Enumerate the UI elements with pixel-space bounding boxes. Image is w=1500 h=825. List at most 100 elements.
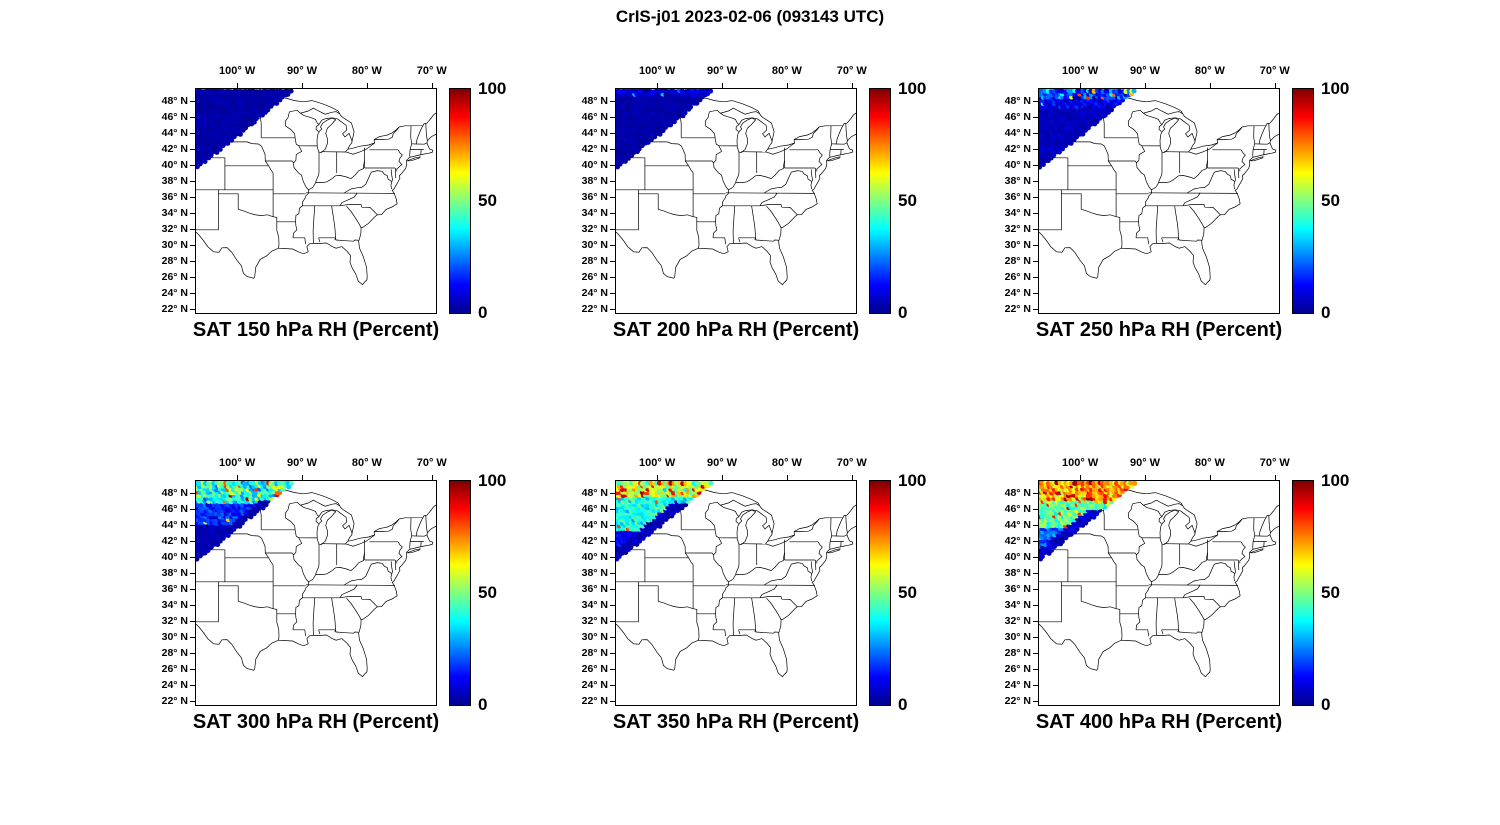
lon-tick-mark [237, 475, 239, 480]
lon-tick-mark [366, 83, 368, 88]
lat-tick-label: 24° N [161, 678, 188, 691]
lat-tick-label: 40° N [161, 158, 188, 171]
colorbar [869, 88, 891, 314]
lat-tick-mark [1033, 308, 1038, 310]
lon-tick-mark [786, 475, 788, 480]
lon-tick-mark [851, 475, 853, 480]
colorbar-tick-0: 0 [1321, 303, 1331, 322]
map-canvas-250hpa [1038, 88, 1280, 314]
lon-tick-label: 80° W [1194, 65, 1225, 77]
lat-tick-mark [190, 508, 195, 510]
colorbar-tick-50: 50 [898, 191, 917, 210]
lat-tick-label: 40° N [581, 550, 608, 563]
lat-tick-mark [610, 508, 615, 510]
lat-tick-mark [610, 604, 615, 606]
colorbar-tick-100: 100 [898, 79, 927, 98]
lat-tick-mark [190, 524, 195, 526]
lon-tick-mark [1209, 475, 1211, 480]
observation-dots [616, 481, 714, 562]
lat-tick-mark [610, 116, 615, 118]
lon-tick-mark [302, 475, 304, 480]
lat-tick-mark [1033, 588, 1038, 590]
lat-tick-label: 28° N [161, 254, 188, 267]
lat-tick-label: 36° N [1004, 582, 1031, 595]
lat-tick-mark [1033, 636, 1038, 638]
lat-tick-mark [610, 308, 615, 310]
lat-tick-label: 48° N [581, 94, 608, 107]
lat-tick-label: 36° N [581, 190, 608, 203]
lat-tick-mark [610, 180, 615, 182]
lat-tick-mark [190, 620, 195, 622]
lat-tick-mark [190, 244, 195, 246]
lat-tick-mark [190, 684, 195, 686]
lat-tick-label: 38° N [1004, 566, 1031, 579]
state-boundaries [616, 90, 856, 286]
lat-tick-mark [610, 620, 615, 622]
lon-tick-label: 100° W [219, 65, 256, 77]
lat-tick-label: 28° N [581, 254, 608, 267]
lon-tick-mark [1080, 83, 1082, 88]
lon-tick-label: 70° W [1259, 65, 1290, 77]
lon-tick-label: 90° W [1129, 65, 1161, 77]
lat-tick-label: 30° N [1004, 238, 1031, 251]
lat-tick-label: 30° N [161, 630, 188, 643]
lat-tick-mark [1033, 244, 1038, 246]
lon-tick-mark [657, 83, 659, 88]
lon-tick-mark [1145, 83, 1147, 88]
lat-tick-mark [610, 524, 615, 526]
map-canvas-400hpa [1038, 480, 1280, 706]
lon-tick-mark [786, 83, 788, 88]
lat-tick-label: 24° N [1004, 286, 1031, 299]
lat-tick-mark [190, 100, 195, 102]
lat-tick-mark [610, 260, 615, 262]
lon-tick-label: 80° W [1194, 457, 1225, 469]
lat-tick-mark [1033, 148, 1038, 150]
lat-tick-label: 42° N [161, 142, 188, 155]
lon-tick-mark [237, 83, 239, 88]
lat-tick-label: 22° N [1004, 302, 1031, 315]
state-boundaries [196, 90, 436, 286]
lat-tick-mark [1033, 572, 1038, 574]
lat-tick-label: 42° N [1004, 534, 1031, 547]
lat-tick-label: 26° N [1004, 270, 1031, 283]
lat-tick-label: 44° N [1004, 126, 1031, 139]
lat-tick-label: 38° N [161, 174, 188, 187]
lon-tick-mark [302, 83, 304, 88]
lat-tick-mark [190, 652, 195, 654]
lat-tick-label: 30° N [1004, 630, 1031, 643]
lat-tick-label: 24° N [581, 678, 608, 691]
panel-title: SAT 400 hPa RH (Percent) [1035, 711, 1283, 733]
lat-tick-label: 46° N [1004, 110, 1031, 123]
lat-tick-mark [190, 588, 195, 590]
lon-tick-mark [851, 83, 853, 88]
lat-tick-mark [190, 636, 195, 638]
lat-tick-label: 42° N [581, 534, 608, 547]
lat-tick-mark [1033, 116, 1038, 118]
lat-tick-label: 28° N [581, 646, 608, 659]
lon-tick-label: 90° W [706, 457, 738, 469]
lat-tick-label: 32° N [581, 222, 608, 235]
lat-tick-mark [1033, 132, 1038, 134]
lat-tick-mark [1033, 700, 1038, 702]
lat-tick-mark [1033, 100, 1038, 102]
lat-tick-label: 44° N [1004, 518, 1031, 531]
lat-tick-label: 48° N [1004, 486, 1031, 499]
lat-tick-label: 28° N [161, 646, 188, 659]
lon-tick-mark [657, 475, 659, 480]
lon-tick-mark [431, 475, 433, 480]
lon-tick-mark [1209, 83, 1211, 88]
lat-tick-mark [1033, 212, 1038, 214]
lat-tick-mark [1033, 164, 1038, 166]
lat-tick-label: 24° N [1004, 678, 1031, 691]
lat-tick-label: 48° N [161, 94, 188, 107]
colorbar-tick-100: 100 [478, 471, 507, 490]
lat-tick-mark [610, 100, 615, 102]
observation-dots [616, 89, 714, 170]
lat-tick-mark [610, 492, 615, 494]
lat-tick-mark [1033, 492, 1038, 494]
lat-tick-mark [1033, 260, 1038, 262]
lat-tick-mark [190, 260, 195, 262]
observation-dots [1039, 89, 1137, 170]
lat-tick-label: 34° N [581, 206, 608, 219]
